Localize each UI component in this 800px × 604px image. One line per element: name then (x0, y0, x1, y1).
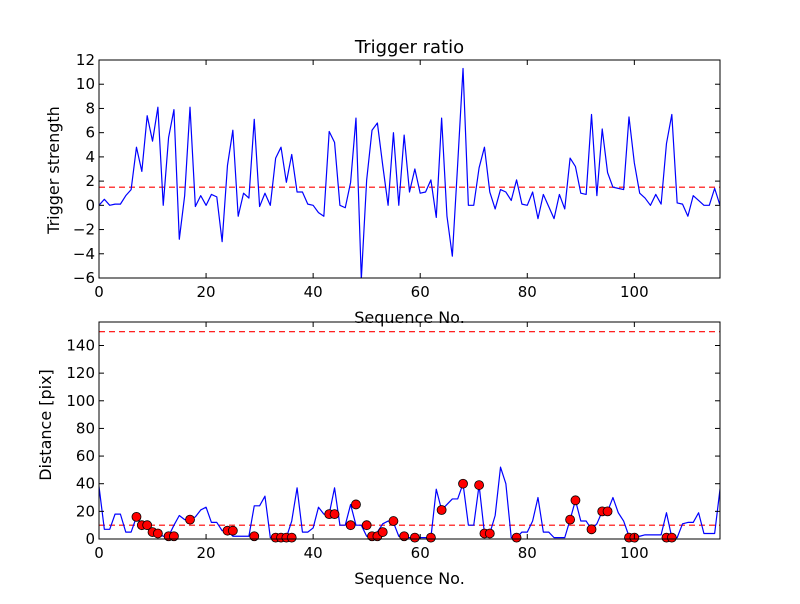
plot-frame (98, 321, 721, 540)
y-tick-label: 6 (85, 124, 95, 142)
data-point-marker (474, 480, 484, 490)
x-tick-label: 80 (518, 544, 537, 562)
data-point-marker (565, 514, 576, 525)
series-line (99, 67, 720, 278)
x-tick-label: 40 (304, 283, 323, 301)
data-point-marker (351, 499, 361, 510)
y-tick-label: 4 (85, 148, 95, 166)
y-tick-label: 10 (76, 75, 95, 93)
x-tick-label: 20 (197, 544, 216, 562)
chart-title: Trigger ratio (354, 37, 464, 58)
x-axis-label: Sequence No. (354, 308, 465, 327)
y-tick-label: 0 (85, 196, 95, 214)
data-point-marker (142, 520, 153, 531)
data-point-marker (409, 532, 420, 543)
data-point-marker (399, 531, 410, 542)
data-point-marker (666, 532, 677, 543)
y-tick-label: 100 (66, 392, 95, 410)
y-tick-label: 12 (76, 51, 95, 69)
y-tick-label: 80 (76, 419, 95, 437)
data-point-marker (570, 495, 581, 506)
y-tick-label: −6 (73, 269, 95, 287)
data-point-marker (377, 527, 388, 537)
data-point-marker (169, 531, 179, 542)
trigger-ratio-chart: Trigger ratio Trigger strength Sequence … (44, 37, 721, 327)
x-tick-label: 20 (197, 283, 216, 301)
y-tick-label: 2 (85, 172, 95, 190)
x-tick-label: 60 (411, 544, 430, 562)
y-tick-label: 40 (76, 475, 95, 493)
y-tick-label: −4 (73, 245, 95, 263)
data-point-marker (388, 516, 399, 526)
data-point-marker (329, 509, 340, 520)
x-tick-label: 100 (620, 544, 649, 562)
y-tick-label: 60 (76, 447, 95, 465)
data-point-marker (602, 506, 613, 517)
x-tick-label: 40 (304, 544, 323, 562)
data-point-marker (227, 525, 238, 536)
data-point-marker (426, 532, 436, 543)
data-point-marker (458, 478, 468, 489)
y-tick-label: 120 (66, 364, 95, 382)
x-tick-label: 0 (94, 544, 104, 562)
data-point-marker (152, 528, 163, 539)
data-point-marker (436, 505, 447, 515)
x-tick-label: 60 (411, 283, 430, 301)
x-axis-label: Sequence No. (354, 569, 465, 588)
y-axis-label: Trigger strength (44, 106, 63, 235)
data-point-marker (586, 524, 597, 535)
y-tick-label: 20 (76, 502, 95, 520)
data-point-marker (511, 532, 522, 543)
data-point-marker (185, 514, 195, 525)
y-tick-label: 8 (85, 99, 95, 117)
data-point-marker (286, 532, 297, 543)
distance-chart: Distance [pix] Sequence No. 0 20 40 60 80 100… (36, 321, 721, 588)
y-tick-label: 0 (85, 530, 95, 548)
plot-frame (98, 59, 721, 279)
y-tick-label: −2 (73, 221, 95, 239)
y-axis-label: Distance [pix] (36, 369, 55, 481)
data-point-marker (249, 531, 260, 542)
x-tick-label: 0 (94, 283, 104, 301)
y-tick-label: 140 (66, 336, 95, 354)
x-tick-label: 80 (518, 283, 537, 301)
data-point-marker (131, 511, 142, 522)
x-tick-label: 100 (620, 283, 649, 301)
data-point-marker (345, 520, 356, 531)
data-point-marker (484, 528, 495, 539)
data-point-marker (361, 520, 372, 531)
